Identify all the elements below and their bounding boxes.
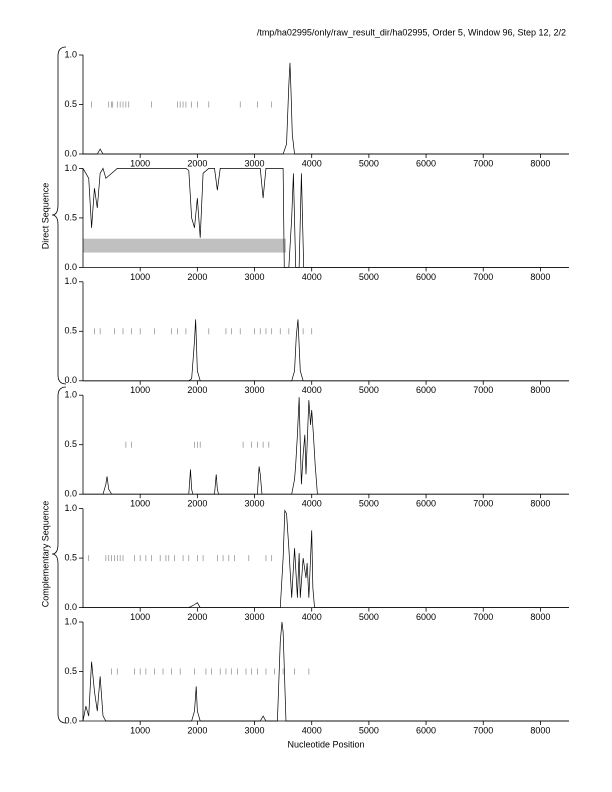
y-tick-label: 1.0	[64, 49, 77, 59]
x-tick-label: 5000	[359, 385, 379, 395]
x-tick-label: 6000	[416, 158, 436, 168]
y-tick-label: 0.0	[64, 262, 77, 272]
x-tick-label: 4000	[302, 499, 322, 509]
x-tick-label: 7000	[473, 158, 493, 168]
x-tick-label: 2000	[187, 158, 207, 168]
x-tick-label: 8000	[530, 612, 550, 622]
group-brace	[51, 46, 67, 385]
x-tick-label: 4000	[302, 725, 322, 735]
x-tick-label: 2000	[187, 499, 207, 509]
score-line	[83, 509, 569, 608]
x-tick-label: 3000	[245, 385, 265, 395]
x-tick-label: 8000	[530, 725, 550, 735]
y-tick-label: 0.0	[64, 489, 77, 499]
x-tick-label: 3000	[245, 272, 265, 282]
x-tick-label: 6000	[416, 385, 436, 395]
y-tick-label: 0.5	[64, 439, 77, 449]
x-tick-label: 7000	[473, 272, 493, 282]
x-tick-label: 5000	[359, 725, 379, 735]
score-line	[83, 62, 569, 155]
highlight-band	[83, 238, 286, 253]
score-line	[83, 397, 569, 495]
x-tick-label: 4000	[302, 158, 322, 168]
x-tick-label: 6000	[416, 272, 436, 282]
x-tick-label: 6000	[416, 612, 436, 622]
x-tick-label: 8000	[530, 385, 550, 395]
x-tick-label: 1000	[130, 272, 150, 282]
y-tick-label: 1.0	[64, 163, 77, 173]
x-tick-label: 8000	[530, 499, 550, 509]
x-tick-label: 1000	[130, 725, 150, 735]
x-tick-label: 5000	[359, 272, 379, 282]
x-tick-label: 3000	[245, 612, 265, 622]
x-tick-label: 1000	[130, 499, 150, 509]
x-tick-label: 2000	[187, 725, 207, 735]
group-label: Complementary Sequence	[40, 501, 50, 608]
x-tick-label: 8000	[530, 272, 550, 282]
x-tick-label: 6000	[416, 725, 436, 735]
y-tick-label: 0.0	[64, 148, 77, 158]
y-tick-label: 0.5	[64, 552, 77, 562]
group-brace	[51, 386, 67, 724]
x-tick-label: 1000	[130, 158, 150, 168]
x-tick-label: 1000	[130, 385, 150, 395]
x-tick-label: 4000	[302, 612, 322, 622]
x-tick-label: 2000	[187, 385, 207, 395]
y-tick-label: 0.5	[64, 99, 77, 109]
y-tick-label: 0.0	[64, 375, 77, 385]
x-tick-label: 4000	[302, 385, 322, 395]
x-tick-label: 2000	[187, 612, 207, 622]
score-line	[83, 319, 569, 382]
x-tick-label: 3000	[245, 158, 265, 168]
score-line	[82, 621, 569, 722]
x-tick-label: 7000	[473, 499, 493, 509]
x-axis-label: Nucleotide Position	[287, 739, 364, 749]
x-tick-label: 7000	[473, 385, 493, 395]
x-tick-label: 5000	[359, 158, 379, 168]
x-tick-label: 7000	[473, 612, 493, 622]
x-tick-label: 3000	[245, 499, 265, 509]
x-tick-label: 7000	[473, 725, 493, 735]
header: /tmp/ha02995/only/raw_result_dir/ha02995…	[257, 27, 566, 37]
y-tick-label: 0.5	[64, 326, 77, 336]
x-tick-label: 2000	[187, 272, 207, 282]
score-line	[82, 167, 569, 268]
group-label: Direct Sequence	[40, 183, 50, 250]
y-tick-label: 0.5	[64, 666, 77, 676]
x-tick-label: 5000	[359, 612, 379, 622]
x-tick-label: 8000	[530, 158, 550, 168]
y-tick-label: 0.5	[64, 212, 77, 222]
y-tick-label: 0.0	[64, 602, 77, 612]
y-tick-label: 1.0	[64, 503, 77, 513]
y-tick-label: 1.0	[64, 616, 77, 626]
y-tick-label: 1.0	[64, 390, 77, 400]
x-tick-label: 5000	[359, 499, 379, 509]
x-tick-label: 6000	[416, 499, 436, 509]
x-tick-label: 3000	[245, 725, 265, 735]
y-tick-label: 0.0	[64, 715, 77, 725]
y-tick-label: 1.0	[64, 276, 77, 286]
x-tick-label: 1000	[130, 612, 150, 622]
x-tick-label: 4000	[302, 272, 322, 282]
